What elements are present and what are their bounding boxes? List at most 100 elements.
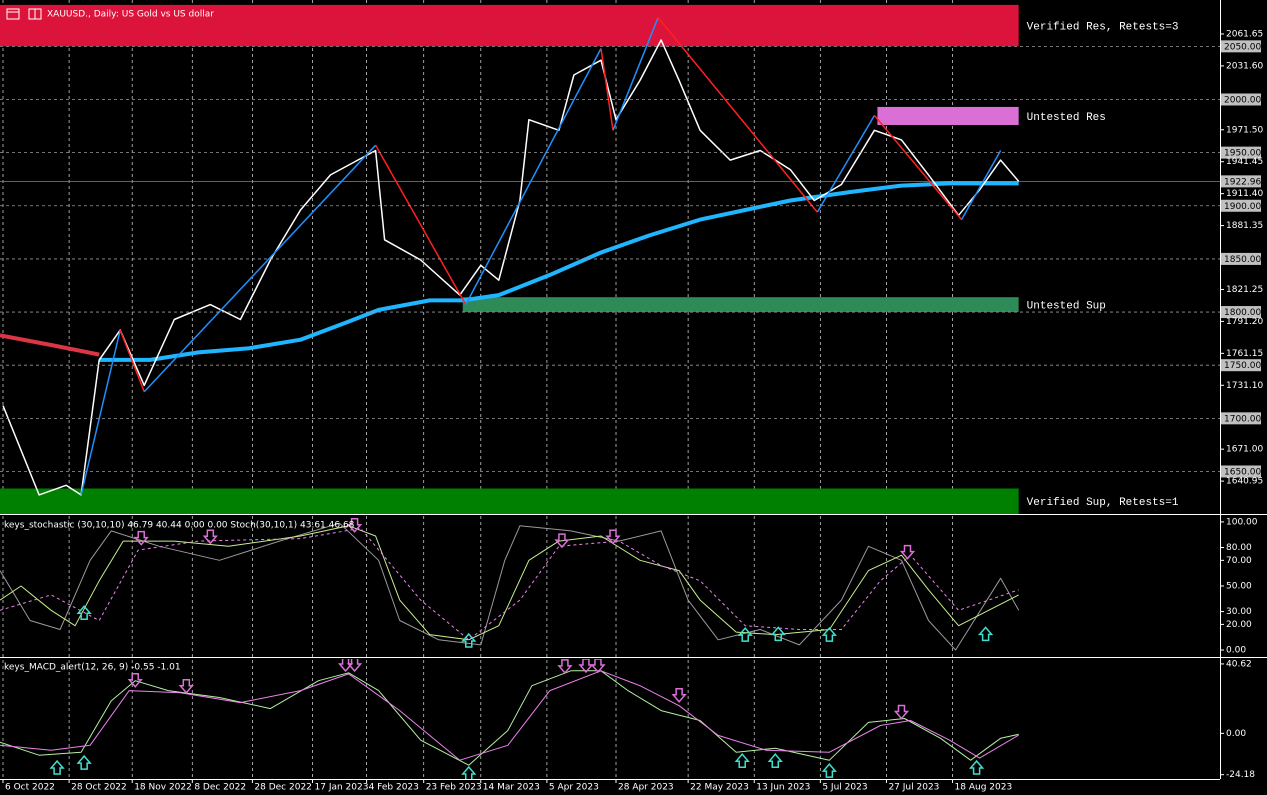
zone-label: Untested Res xyxy=(1027,112,1106,124)
level-label: 2000.00 xyxy=(1224,95,1261,105)
level-label-box xyxy=(1221,306,1261,319)
signal-arrow xyxy=(821,762,837,778)
y-tick-label: 100.00 xyxy=(1226,517,1258,527)
y-tick-label: 1911.40 xyxy=(1226,189,1263,199)
signal-arrow xyxy=(76,605,92,620)
indicator-title: keys_MACD_alert(12, 26, 9) -0.55 -1.01 xyxy=(4,663,181,673)
zone xyxy=(462,297,1019,313)
x-tick-label: 23 Feb 2023 xyxy=(426,783,482,793)
y-tick-label: 1671.00 xyxy=(1226,445,1263,455)
x-tick-label: 22 May 2023 xyxy=(690,783,749,793)
zigzag-segment xyxy=(960,150,1002,220)
level-label: 1800.00 xyxy=(1224,308,1261,318)
y-tick-label: 1941.45 xyxy=(1226,157,1263,167)
y-tick-label: 50.00 xyxy=(1226,581,1252,591)
signal-arrow xyxy=(557,659,573,675)
signal-arrow xyxy=(734,753,750,768)
series-line xyxy=(0,670,1019,761)
signal-arrow xyxy=(76,754,92,770)
signal-arrow xyxy=(671,688,687,703)
zigzag-segment xyxy=(80,329,121,496)
signal-arrow xyxy=(346,518,363,533)
signal-arrow xyxy=(977,626,994,642)
signal-arrow xyxy=(49,759,65,775)
y-tick-label: -24.18 xyxy=(1226,770,1255,780)
zone xyxy=(877,106,1019,125)
y-tick-label: 0.00 xyxy=(1226,646,1246,656)
signal-arrow xyxy=(337,659,354,673)
y-tick-label: 1821.25 xyxy=(1226,285,1263,295)
level-label: 1950.00 xyxy=(1224,149,1261,159)
level-label-box xyxy=(1221,93,1261,106)
y-tick-label: 2061.65 xyxy=(1226,29,1263,39)
level-label: 1750.00 xyxy=(1224,361,1261,371)
zone-label: Verified Res, Retests=3 xyxy=(1027,22,1179,34)
x-tick-label: 5 Jul 2023 xyxy=(822,783,867,793)
signal-arrow xyxy=(133,530,149,546)
zone xyxy=(0,4,1019,47)
zigzag-segment xyxy=(873,114,963,221)
y-tick-label: 1761.15 xyxy=(1226,349,1263,359)
zigzag-segment xyxy=(816,115,876,213)
level-label: 1700.00 xyxy=(1224,414,1261,424)
y-tick-label: 80.00 xyxy=(1226,543,1252,553)
current-price-box xyxy=(1221,175,1261,188)
level-label: 1650.00 xyxy=(1224,467,1261,477)
level-label: 1900.00 xyxy=(1224,202,1261,212)
series-line xyxy=(99,181,1019,362)
series-line xyxy=(0,527,1019,641)
signal-arrow xyxy=(767,753,783,768)
x-tick-label: 8 Dec 2022 xyxy=(194,783,246,793)
signal-arrow xyxy=(737,626,753,642)
title-icons xyxy=(6,8,42,20)
x-tick-label: 27 Jul 2023 xyxy=(888,783,939,793)
y-tick-label: 2031.60 xyxy=(1226,61,1263,71)
x-tick-label: 18 Nov 2022 xyxy=(134,783,192,793)
x-tick-label: 28 Dec 2022 xyxy=(254,783,312,793)
y-tick-label: 30.00 xyxy=(1226,607,1252,617)
y-tick-label: 1640.95 xyxy=(1226,477,1263,487)
pane xyxy=(0,4,1220,514)
current-price-label: 1922.96 xyxy=(1224,177,1261,187)
signal-arrow xyxy=(968,759,985,775)
level-label: 1850.00 xyxy=(1224,255,1261,265)
y-tick-label: 40.62 xyxy=(1226,659,1252,669)
signal-arrow xyxy=(202,529,218,545)
indicator-title: keys_stochastic (30,10,10) 46.79 40.44 0… xyxy=(4,521,355,531)
level-label-box xyxy=(1221,199,1261,212)
zone-label: Verified Sup, Retests=1 xyxy=(1027,497,1179,509)
signal-arrow xyxy=(461,765,477,779)
signal-arrow xyxy=(605,529,621,545)
zigzag-segment xyxy=(657,17,818,213)
series-line xyxy=(0,670,1019,766)
level-label-box xyxy=(1221,359,1261,372)
signal-arrow xyxy=(554,533,570,549)
y-tick-label: 1971.50 xyxy=(1226,125,1263,135)
series-line xyxy=(2,39,1020,496)
zigzag-segment xyxy=(143,144,377,393)
level-label-box xyxy=(1221,146,1261,159)
x-tick-label: 4 Feb 2023 xyxy=(369,783,419,793)
icon xyxy=(6,8,20,20)
signal-arrow xyxy=(893,704,910,720)
level-label-box xyxy=(1221,465,1261,478)
signal-arrow xyxy=(461,632,477,648)
series-line xyxy=(0,525,1019,641)
x-tick-label: 18 Aug 2023 xyxy=(955,783,1013,793)
signal-arrow xyxy=(178,678,194,694)
y-tick-label: 0.00 xyxy=(1226,729,1246,739)
zigzag-segment xyxy=(612,17,659,131)
signal-arrow xyxy=(578,659,594,674)
level-label-box xyxy=(1221,412,1261,425)
x-tick-label: 13 Jun 2023 xyxy=(756,783,810,793)
pane xyxy=(0,518,1020,651)
y-tick-label: 1881.35 xyxy=(1226,221,1263,231)
pane xyxy=(0,659,1019,779)
x-tick-label: 28 Oct 2022 xyxy=(71,783,127,793)
signal-arrow xyxy=(770,626,786,642)
signal-arrow xyxy=(346,659,363,673)
x-tick-label: 6 Oct 2022 xyxy=(5,783,55,793)
